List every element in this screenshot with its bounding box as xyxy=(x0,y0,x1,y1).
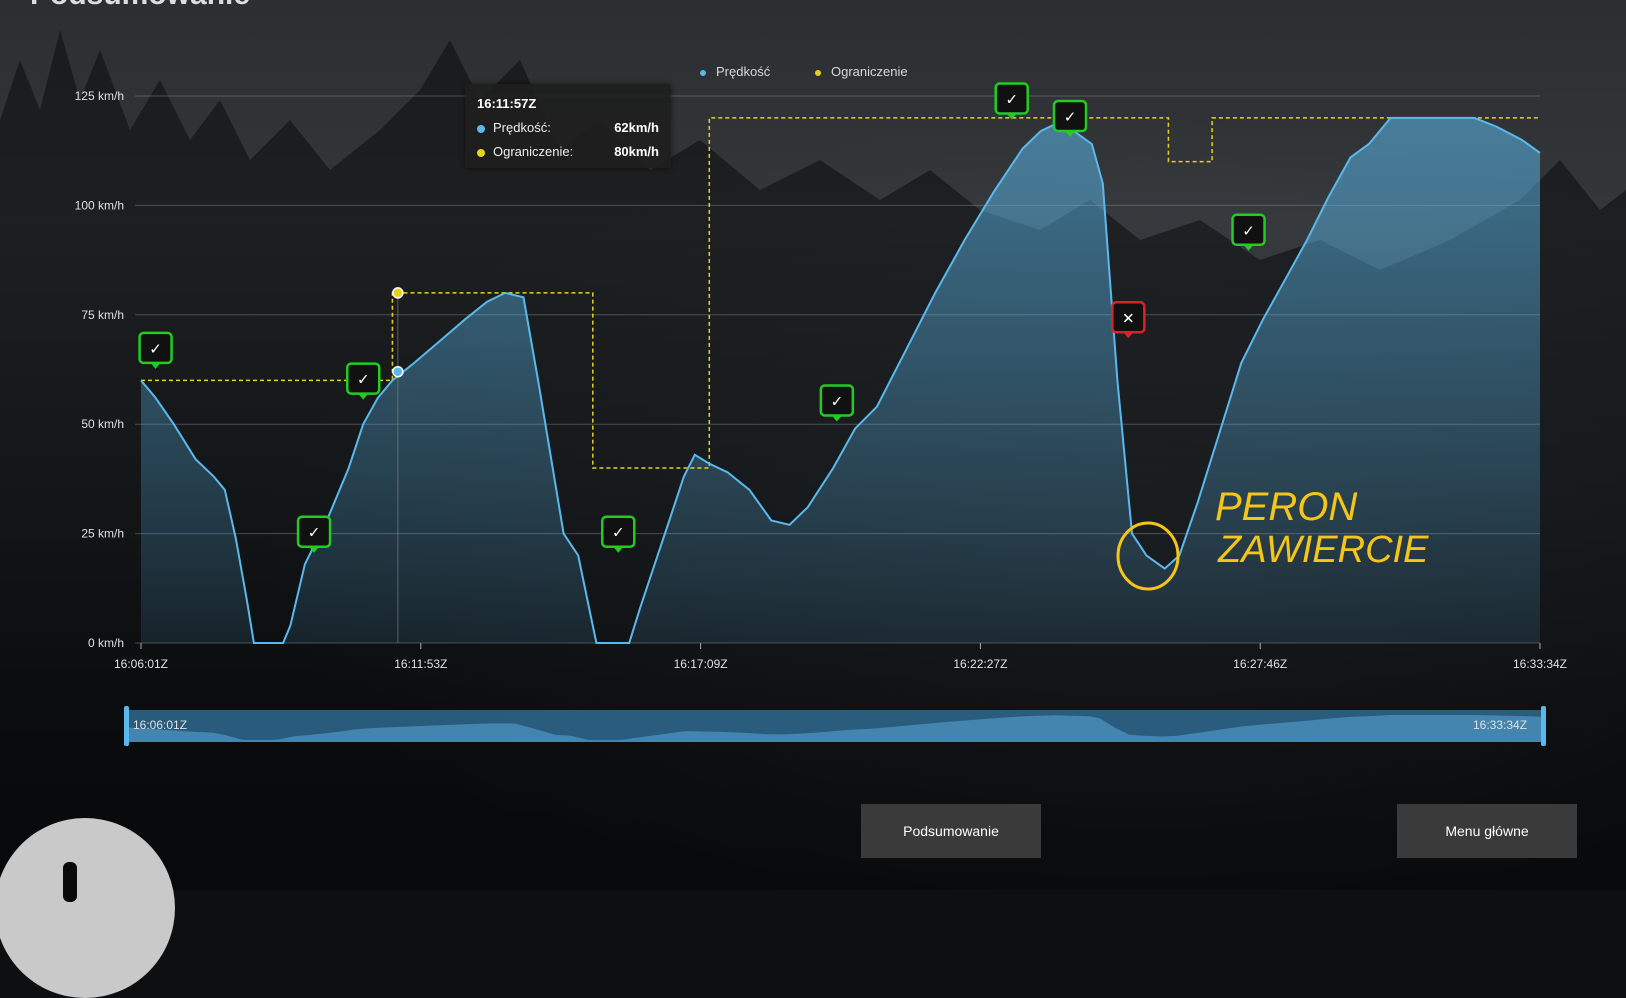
signal-check-icon[interactable]: ✓ xyxy=(1052,99,1088,138)
tooltip-limit-value: 80km/h xyxy=(614,144,659,159)
radio-check-icon[interactable]: ✓ xyxy=(138,331,173,369)
legend-speed-label: Prędkość xyxy=(716,64,771,79)
y-tick-label: 100 km/h xyxy=(75,198,124,212)
page-title: Podsumowanie xyxy=(30,0,250,12)
info-circle[interactable] xyxy=(0,818,175,998)
svg-text:✓: ✓ xyxy=(831,393,844,410)
tooltip-speed-value: 62km/h xyxy=(614,120,659,135)
chart-legend: Prędkość Ograniczenie xyxy=(0,64,1626,84)
tooltip-speed-dot xyxy=(477,124,485,133)
svg-text:✓: ✓ xyxy=(357,372,370,389)
legend-speed[interactable]: Prędkość xyxy=(700,64,770,79)
tooltip-speed-point xyxy=(392,365,404,378)
info-icon xyxy=(63,862,77,902)
tooltip-speed-label: Prędkość: xyxy=(493,120,551,135)
svg-text:✓: ✓ xyxy=(1005,92,1018,109)
x-tick-label: 16:33:34Z xyxy=(1513,657,1567,671)
y-tick-label: 75 km/h xyxy=(81,308,124,322)
navigator-overview-area xyxy=(129,715,1541,742)
speed-series-line xyxy=(140,116,1541,644)
navigator-start-label: 16:06:01Z xyxy=(133,718,188,732)
limit-series-line xyxy=(141,117,1540,469)
horn-cross-icon[interactable]: ✕ xyxy=(1111,301,1146,339)
signal-check-icon[interactable]: ✓ xyxy=(819,384,855,422)
radio-check-icon[interactable]: ✓ xyxy=(1231,213,1266,251)
x-tick-label: 16:22:27Z xyxy=(953,657,1007,671)
legend-limit[interactable]: Ograniczenie xyxy=(815,64,908,79)
y-tick-label: 0 km/h xyxy=(88,636,124,650)
navigator-end-label: 16:33:34Z xyxy=(1473,718,1528,732)
navigator-left-handle[interactable] xyxy=(124,706,129,746)
tooltip-speed-row: Prędkość: 62km/h xyxy=(477,120,659,135)
time-range-navigator[interactable] xyxy=(0,0,1626,890)
tooltip-limit-label: Ograniczenie: xyxy=(493,144,574,159)
summary-button[interactable]: Podsumowanie xyxy=(861,804,1041,858)
y-tick-label: 50 km/h xyxy=(81,417,124,431)
navigator-right-handle[interactable] xyxy=(1541,706,1546,746)
speed-chart[interactable]: 0 km/h 25 km/h 50 km/h 75 km/h 100 km/h 125 k… xyxy=(0,0,1626,890)
svg-text:✓: ✓ xyxy=(1064,109,1077,126)
tooltip-time: 16:11:57Z xyxy=(477,96,537,111)
legend-speed-dot xyxy=(700,69,706,76)
radio-check-icon[interactable]: ✓ xyxy=(345,362,381,400)
svg-text:✓: ✓ xyxy=(149,341,162,358)
annotation-line2: ZAWIERCIE xyxy=(1217,529,1429,571)
speed-area xyxy=(141,117,1540,643)
tooltip-limit-dot xyxy=(477,148,485,157)
signal-check-icon[interactable]: ✓ xyxy=(296,515,332,553)
x-tick-label: 16:06:01Z xyxy=(114,657,168,671)
x-tick-label: 16:27:46Z xyxy=(1233,657,1287,671)
x-tick-label: 16:17:09Z xyxy=(674,657,728,671)
svg-text:✓: ✓ xyxy=(308,525,321,542)
x-tick-label: 16:11:53Z xyxy=(394,657,447,671)
svg-text:✓: ✓ xyxy=(1242,223,1255,240)
svg-text:✓: ✓ xyxy=(612,525,625,542)
annotation-line1: PERON xyxy=(1215,485,1357,529)
handwritten-annotation: PERON ZAWIERCIE xyxy=(1116,485,1429,591)
main-menu-button[interactable]: Menu główne xyxy=(1397,804,1577,858)
forest-silhouette xyxy=(0,0,1626,890)
y-tick-label: 125 km/h xyxy=(75,89,124,103)
signal-check-icon[interactable]: ✓ xyxy=(994,82,1029,120)
chart-tooltip: 16:11:57Z Prędkość: 62km/h Ograniczenie:… xyxy=(465,84,671,168)
legend-limit-label: Ograniczenie xyxy=(831,64,908,79)
legend-limit-dot xyxy=(815,69,821,76)
svg-text:✕: ✕ xyxy=(1122,310,1135,327)
tooltip-limit-point xyxy=(392,287,404,299)
y-tick-label: 25 km/h xyxy=(81,527,124,541)
signal-check-icon[interactable]: ✓ xyxy=(601,515,636,553)
tooltip-limit-row: Ograniczenie: 80km/h xyxy=(477,144,659,159)
